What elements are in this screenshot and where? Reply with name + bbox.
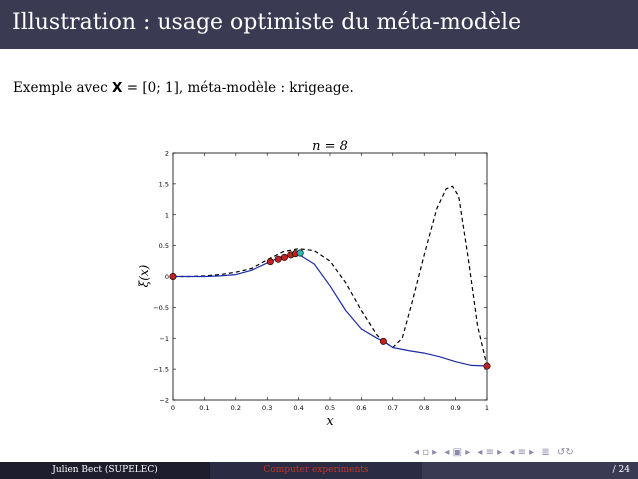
true-function-line <box>173 185 488 367</box>
left-arrow-icon[interactable]: ◂ ▫ ▸ <box>414 447 438 458</box>
x-tick-label: 0.9 <box>450 404 460 412</box>
footer-page: / 24 <box>612 465 630 475</box>
observation-point <box>483 362 491 370</box>
x-tick-label: 1 <box>485 404 489 412</box>
chart-title: n = 8 <box>312 139 348 154</box>
y-tick-label: −1 <box>159 335 169 343</box>
y-tick-label: 1.5 <box>159 180 169 188</box>
observation-point <box>379 337 387 345</box>
x-tick-label: 0.1 <box>199 404 209 412</box>
align-icon[interactable]: ≣ <box>541 447 550 458</box>
y-tick-label: 1 <box>165 211 169 219</box>
intro-after: = [0; 1], méta-modèle : krigeage. <box>122 80 354 96</box>
footer: Julien Bect (SUPELEC) Computer experimen… <box>0 462 638 479</box>
y-tick-label: −0.5 <box>153 304 169 312</box>
observation-point <box>266 258 274 266</box>
observation-point <box>296 249 304 257</box>
x-tick-label: 0.6 <box>356 404 366 412</box>
y-tick-label: −2 <box>159 397 169 405</box>
observation-point <box>280 253 288 261</box>
beamer-navigation[interactable]: ◂ ▫ ▸ ◂ ▣ ▸ ◂ ≡ ▸ ◂ ≡ ▸ ≣ ↺↻ <box>414 447 634 463</box>
frame-icon[interactable]: ◂ ▣ ▸ <box>444 447 471 458</box>
y-tick-label: 0.5 <box>159 242 169 250</box>
x-tick-label: 0.5 <box>325 404 335 412</box>
y-tick-label: −1.5 <box>153 366 169 374</box>
y-tick-label: 0 <box>165 273 169 281</box>
x-tick-label: 0.3 <box>262 404 272 412</box>
intro-set-symbol: X <box>112 80 123 96</box>
title-bar: Illustration : usage optimiste du méta-m… <box>0 0 638 49</box>
footer-author: Julien Bect (SUPELEC) <box>0 462 210 479</box>
intro-before: Exemple avec <box>13 80 113 96</box>
footer-short-title: Computer experiments <box>210 462 422 479</box>
y-axis-label: ξ(x) <box>137 264 151 287</box>
slide-title: Illustration : usage optimiste du méta-m… <box>12 10 522 35</box>
footer-page-area: / 24 <box>422 462 638 479</box>
x-tick-label: 0.4 <box>293 404 303 412</box>
search-icon[interactable]: ↺↻ <box>556 447 574 458</box>
x-axis-label: x <box>326 414 334 429</box>
kriging-predictor-line <box>173 253 488 367</box>
y-tick-label: 2 <box>165 150 169 158</box>
x-tick-label: 0.7 <box>388 404 398 412</box>
observation-point <box>169 272 177 280</box>
x-tick-label: 0 <box>171 404 175 412</box>
intro-text: Exemple avec X = [0; 1], méta-modèle : k… <box>13 80 354 96</box>
kriging-chart: 0 0.1 0.2 0.3 0.4 0.5 0.6 0.7 0.8 0.9 1 −2 −1.5 −1 −0.… <box>137 139 491 429</box>
x-tick-label: 0.2 <box>231 404 241 412</box>
section-icon[interactable]: ◂ ≡ ▸ <box>477 447 503 458</box>
subsection-icon[interactable]: ◂ ≡ ▸ <box>509 447 535 458</box>
x-tick-label: 0.8 <box>419 404 429 412</box>
observation-point <box>274 255 282 263</box>
